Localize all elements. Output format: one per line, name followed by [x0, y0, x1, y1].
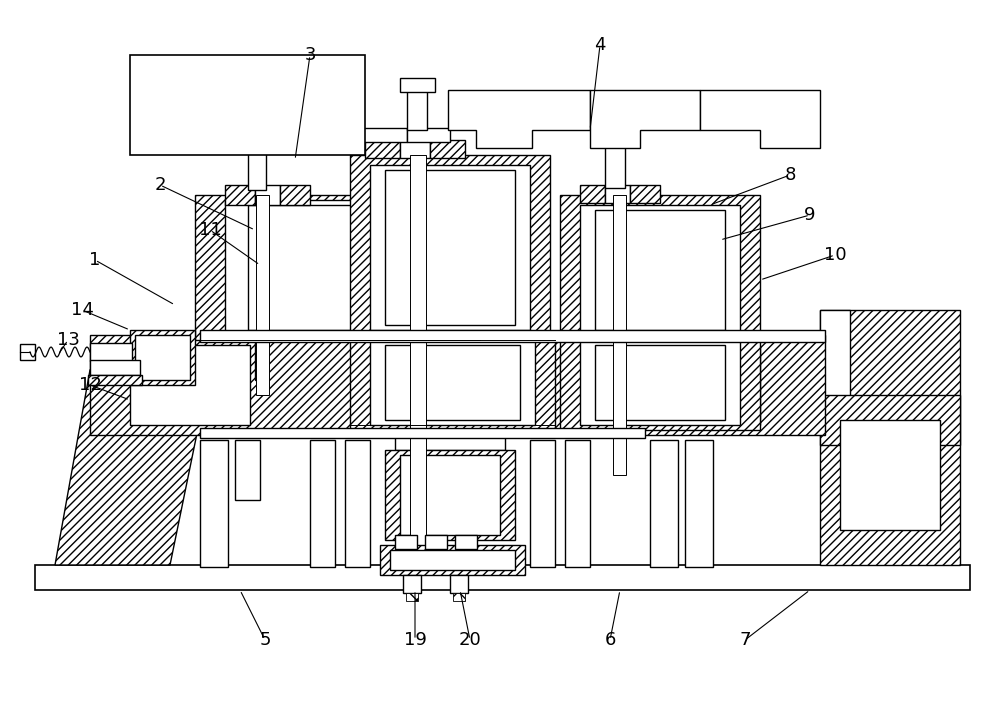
- Bar: [601, 115, 629, 130]
- Bar: [280, 185, 310, 205]
- Polygon shape: [55, 370, 210, 565]
- Bar: [90, 360, 140, 375]
- Bar: [580, 340, 740, 425]
- Bar: [200, 428, 645, 438]
- Bar: [840, 420, 940, 530]
- Bar: [453, 593, 465, 601]
- Bar: [130, 345, 250, 425]
- Text: 19: 19: [404, 631, 426, 649]
- Polygon shape: [448, 90, 590, 148]
- Bar: [235, 440, 260, 500]
- Text: 4: 4: [594, 36, 606, 54]
- Bar: [130, 330, 195, 385]
- Bar: [395, 535, 417, 549]
- Bar: [400, 140, 430, 158]
- Bar: [400, 78, 435, 92]
- Bar: [385, 345, 520, 420]
- Bar: [385, 170, 515, 325]
- Bar: [450, 575, 468, 593]
- Bar: [240, 130, 274, 145]
- Text: 7: 7: [739, 631, 751, 649]
- Bar: [256, 195, 269, 395]
- Bar: [455, 535, 477, 549]
- Text: 1: 1: [89, 251, 101, 269]
- Bar: [820, 395, 960, 445]
- Text: 12: 12: [79, 376, 101, 394]
- Bar: [580, 185, 605, 203]
- Bar: [565, 440, 590, 567]
- Bar: [560, 335, 760, 430]
- Bar: [310, 440, 335, 567]
- Bar: [820, 310, 850, 400]
- Text: 9: 9: [804, 206, 816, 224]
- Bar: [200, 330, 825, 342]
- Polygon shape: [820, 310, 960, 565]
- Bar: [630, 185, 660, 203]
- Text: 5: 5: [259, 631, 271, 649]
- Bar: [358, 128, 407, 142]
- Bar: [400, 455, 500, 535]
- Bar: [430, 140, 465, 158]
- Bar: [255, 185, 280, 205]
- Bar: [390, 550, 515, 570]
- Bar: [406, 593, 418, 601]
- Bar: [370, 165, 530, 330]
- Bar: [365, 140, 400, 158]
- Bar: [395, 430, 505, 450]
- Bar: [595, 345, 725, 420]
- Bar: [35, 565, 970, 590]
- Bar: [685, 440, 713, 567]
- Bar: [350, 155, 550, 340]
- Bar: [605, 140, 625, 188]
- Bar: [407, 128, 450, 142]
- Bar: [248, 205, 423, 330]
- Bar: [370, 340, 535, 425]
- Bar: [200, 440, 228, 567]
- Bar: [345, 440, 370, 567]
- Bar: [135, 335, 190, 380]
- Bar: [425, 535, 447, 549]
- Bar: [248, 140, 266, 190]
- Text: 8: 8: [784, 166, 796, 184]
- Bar: [225, 200, 445, 335]
- Polygon shape: [700, 90, 820, 148]
- Bar: [380, 545, 525, 575]
- Bar: [620, 345, 760, 425]
- Bar: [410, 155, 426, 550]
- Bar: [88, 375, 142, 385]
- Bar: [650, 440, 678, 567]
- Text: 20: 20: [459, 631, 481, 649]
- Text: 13: 13: [57, 331, 79, 349]
- Bar: [613, 195, 626, 475]
- Bar: [598, 128, 632, 142]
- Bar: [530, 335, 825, 435]
- Bar: [403, 575, 421, 593]
- Bar: [90, 335, 480, 435]
- Text: 2: 2: [154, 176, 166, 194]
- Bar: [20, 344, 35, 360]
- Text: 3: 3: [304, 46, 316, 64]
- Polygon shape: [590, 90, 700, 148]
- Bar: [580, 205, 740, 335]
- Bar: [90, 343, 132, 361]
- Bar: [560, 195, 760, 340]
- Text: 14: 14: [71, 301, 93, 319]
- Bar: [595, 210, 725, 330]
- Bar: [130, 55, 365, 155]
- Bar: [612, 335, 624, 380]
- Text: 11: 11: [199, 221, 221, 239]
- Bar: [385, 450, 515, 540]
- Bar: [350, 335, 555, 430]
- Bar: [225, 185, 255, 205]
- Bar: [530, 440, 555, 567]
- Bar: [244, 115, 270, 133]
- Bar: [605, 185, 630, 203]
- Bar: [407, 90, 427, 130]
- Text: 10: 10: [824, 246, 846, 264]
- Text: 6: 6: [604, 631, 616, 649]
- Bar: [255, 335, 267, 380]
- Bar: [195, 195, 475, 340]
